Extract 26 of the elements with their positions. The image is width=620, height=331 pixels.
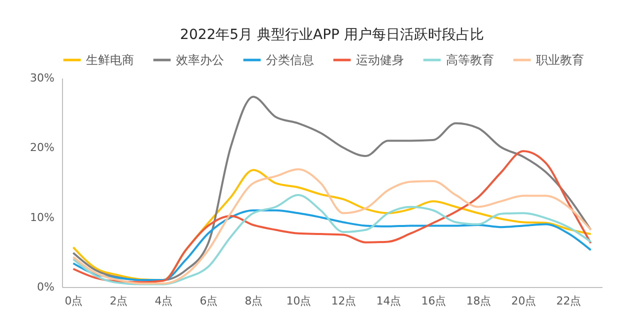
legend-label: 高等教育 bbox=[446, 53, 494, 67]
legend-label: 效率办公 bbox=[176, 53, 224, 67]
x-tick-label: 4点 bbox=[154, 294, 173, 308]
legend-label: 运动健身 bbox=[356, 53, 404, 67]
x-tick-label: 16点 bbox=[421, 294, 446, 308]
x-tick-label: 0点 bbox=[64, 294, 83, 308]
legend-label: 职业教育 bbox=[536, 53, 584, 67]
legend-label: 生鲜电商 bbox=[86, 53, 134, 67]
line-series bbox=[72, 194, 592, 286]
chart-title: 2022年5月 典型行业APP 用户每日活跃时段占比 bbox=[180, 27, 484, 43]
line-series bbox=[72, 96, 592, 282]
x-tick-label: 22点 bbox=[556, 294, 582, 308]
x-tick-label: 14点 bbox=[376, 294, 402, 308]
x-tick-label: 18点 bbox=[466, 294, 492, 308]
x-tick-label: 2点 bbox=[110, 294, 128, 308]
x-tick-label: 20点 bbox=[511, 294, 536, 308]
x-tick-label: 6点 bbox=[200, 294, 218, 308]
y-tick-label: 10% bbox=[30, 210, 54, 224]
x-tick-label: 8点 bbox=[244, 294, 263, 308]
x-tick-label: 12点 bbox=[331, 294, 356, 308]
y-tick-label: 0% bbox=[37, 280, 54, 294]
y-tick-label: 20% bbox=[30, 141, 54, 154]
y-tick-label: 30% bbox=[30, 72, 54, 84]
x-tick-label: 10点 bbox=[286, 294, 312, 308]
legend-label: 分类信息 bbox=[266, 53, 314, 67]
line-series bbox=[72, 209, 592, 282]
